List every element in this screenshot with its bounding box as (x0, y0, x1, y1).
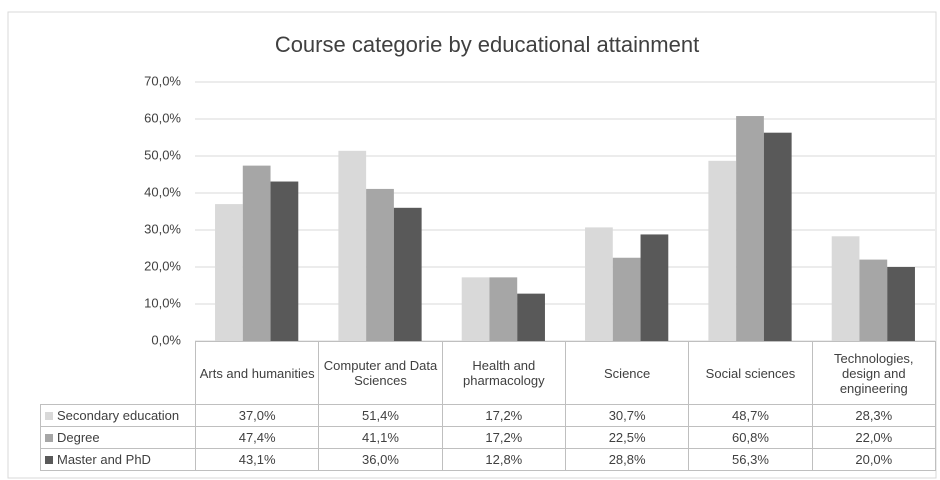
bar (640, 234, 669, 341)
bar (338, 150, 367, 341)
data-label: 30,7% (564, 404, 690, 427)
data-label: 20,0% (811, 448, 936, 471)
y-tick-label: 20,0% (144, 258, 181, 273)
bar (831, 236, 860, 341)
y-tick-label: 30,0% (144, 221, 181, 236)
bar (270, 181, 299, 341)
data-row: Master and PhD 43,1% 36,0% 12,8% 28,8% 56,3% 2… (40, 448, 936, 471)
x-tick-label: Technologies, design and engineering (811, 341, 936, 405)
legend-key (45, 456, 53, 464)
bar (708, 160, 737, 341)
legend-key (45, 412, 53, 420)
legend-label: Master and PhD (57, 452, 151, 467)
data-label: 36,0% (318, 448, 443, 471)
bar (585, 227, 613, 341)
y-tick-label: 10,0% (144, 295, 181, 310)
data-row: Secondary education 37,0% 51,4% 17,2% 30,7% 4… (40, 404, 936, 427)
data-label: 28,3% (811, 404, 936, 427)
x-tick-label: Health and pharmacology (441, 341, 566, 405)
data-label: 17,2% (441, 426, 566, 449)
data-label: 56,3% (688, 448, 813, 471)
y-tick-label: 40,0% (144, 184, 181, 199)
bar (366, 188, 394, 341)
data-label: 48,7% (688, 404, 813, 427)
legend-entry: Master and PhD (40, 448, 196, 471)
data-label: 12,8% (441, 448, 566, 471)
legend-entry: Secondary education (40, 404, 196, 427)
x-tick-label: Arts and humanities (194, 341, 320, 405)
legend-entry: Degree (40, 426, 196, 449)
bar (242, 165, 271, 341)
data-label: 51,4% (318, 404, 443, 427)
bar (887, 267, 915, 341)
data-label: 47,4% (194, 426, 320, 449)
data-label: 37,0% (194, 404, 320, 427)
bar (461, 277, 490, 341)
bar (489, 277, 518, 341)
data-label: 41,1% (318, 426, 443, 449)
x-tick-label: Social sciences (688, 341, 813, 405)
frame (7, 11, 937, 479)
data-label: 28,8% (564, 448, 690, 471)
x-tick-label: Computer and Data Sciences (318, 341, 443, 405)
bar (612, 257, 641, 341)
x-tick-label: Science (564, 341, 690, 405)
y-tick-label: 60,0% (144, 110, 181, 125)
data-label: 43,1% (194, 448, 320, 471)
chart-title: Course categorie by educational attainme… (275, 32, 699, 57)
data-label: 22,5% (564, 426, 690, 449)
legend-label: Degree (57, 430, 100, 445)
bar (215, 204, 243, 341)
bar (393, 207, 422, 341)
bar (517, 293, 545, 341)
data-label: 60,8% (688, 426, 813, 449)
bar (763, 132, 792, 341)
legend-key (45, 434, 53, 442)
data-table: Arts and humanities Computer and Data Sci… (40, 341, 936, 471)
y-tick-label: 50,0% (144, 147, 181, 162)
data-row: Degree 47,4% 41,1% 17,2% 22,5% 60,8% 22,0% (40, 426, 936, 449)
data-label: 22,0% (811, 426, 936, 449)
bar (736, 116, 764, 341)
y-tick-label: 70,0% (144, 73, 181, 88)
blank-cell (40, 341, 196, 405)
bar (859, 259, 888, 341)
header-row: Arts and humanities Computer and Data Sci… (40, 341, 936, 405)
data-label: 17,2% (441, 404, 566, 427)
legend-label: Secondary education (57, 408, 180, 423)
